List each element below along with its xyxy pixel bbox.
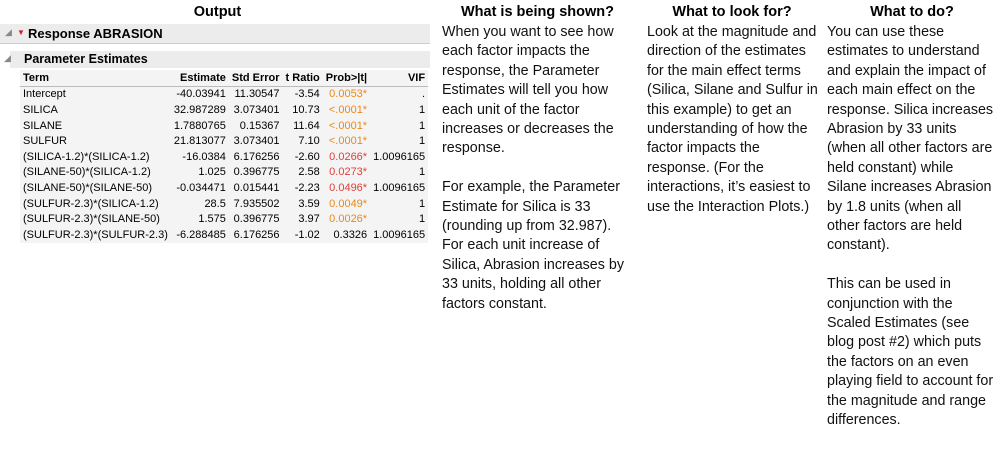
response-bar[interactable]: ◢ ▼ Response ABRASION xyxy=(0,24,430,44)
cell-t-ratio: -3.54 xyxy=(294,88,320,101)
cell-t-ratio: 11.64 xyxy=(293,119,320,132)
cell-prob: <.0001* xyxy=(328,135,368,148)
cell-t-ratio: -2.23 xyxy=(294,181,320,194)
table-row: SULFUR 21.813077 3.073401 7.10 <.0001* 1 xyxy=(20,133,428,149)
table-row: (SILANE-50)*(SILANE-50) -0.034471 0.015441… xyxy=(20,180,428,196)
cell-prob: 0.0053* xyxy=(329,88,368,101)
table-row: Intercept -40.03941 11.30547 -3.54 0.0053*. xyxy=(20,86,428,102)
paragraph: When you want to see how each factor imp… xyxy=(442,24,614,157)
cell-vif: 1.0096165 xyxy=(373,181,426,194)
cell-vif: 1 xyxy=(418,135,426,148)
cell-term: SILANE xyxy=(23,119,63,132)
cell-estimate: 1.025 xyxy=(198,166,226,179)
cell-term: (SILANE-50)*(SILICA-1.2) xyxy=(23,166,151,179)
column-header: Estimate xyxy=(170,70,229,87)
todo-text: You can use these estimates to understan… xyxy=(827,23,997,450)
cell-std-error: 7.935502 xyxy=(233,197,280,210)
response-title: Response ABRASION xyxy=(28,26,163,41)
cell-estimate: 21.813077 xyxy=(173,135,226,148)
shown-heading: What is being shown? xyxy=(460,4,615,20)
table-row: SILANE 1.7880765 0.15367 11.64 <.0001* 1 xyxy=(20,118,428,134)
paragraph: This can be used in conjunction with the… xyxy=(827,276,994,429)
table-row: (SULFUR-2.3)*(SILICA-1.2) 28.5 7.935502 3.5… xyxy=(20,196,428,212)
cell-vif: 1.0096165 xyxy=(373,228,426,241)
todo-heading: What to do? xyxy=(870,4,954,20)
cell-estimate: -16.0384 xyxy=(182,150,226,163)
cell-term: (SILANE-50)*(SILANE-50) xyxy=(23,181,152,194)
cell-estimate: -40.03941 xyxy=(176,88,226,101)
table-row: (SILICA-1.2)*(SILICA-1.2) -16.0384 6.17625… xyxy=(20,149,428,165)
cell-std-error: 3.073401 xyxy=(233,103,280,116)
cell-prob: 0.3326 xyxy=(333,228,368,241)
cell-term: (SILICA-1.2)*(SILICA-1.2) xyxy=(23,150,150,163)
jmp-report: ◢ ▼ Response ABRASION ◢ Parameter Estima… xyxy=(0,22,430,250)
cell-t-ratio: 3.59 xyxy=(298,197,320,210)
column-header: VIF xyxy=(370,70,429,87)
section-title: Parameter Estimates xyxy=(24,52,148,66)
cell-vif: 1.0096165 xyxy=(373,150,426,163)
cell-prob: 0.0273* xyxy=(329,166,368,179)
cell-prob: 0.0496* xyxy=(329,181,368,194)
cell-t-ratio: 3.97 xyxy=(298,213,320,226)
column-header: Prob>|t| xyxy=(322,70,371,87)
table-row: (SILANE-50)*(SILICA-1.2) 1.025 0.396775 2.5… xyxy=(20,165,428,181)
paragraph: You can use these estimates to understan… xyxy=(827,24,994,254)
cell-prob: 0.0049* xyxy=(329,197,368,210)
estimates-table: Term Estimate Std Error t Ratio Prob>|t| VIF I… xyxy=(20,70,429,243)
shown-text: When you want to see how each factor imp… xyxy=(442,23,632,333)
page: Output ◢ ▼ Response ABRASION ◢ Parameter… xyxy=(0,4,993,428)
cell-term: Intercept xyxy=(23,88,66,101)
cell-term: SULFUR xyxy=(23,135,68,148)
cell-t-ratio: 7.10 xyxy=(298,135,320,148)
cell-std-error: 6.176256 xyxy=(233,228,280,241)
cell-std-error: 0.396775 xyxy=(233,166,280,179)
cell-prob: 0.0026* xyxy=(329,213,368,226)
cell-term: (SULFUR-2.3)*(SILICA-1.2) xyxy=(23,197,159,210)
paragraph: Look at the magnitude and direction of t… xyxy=(647,24,818,215)
cell-term: SILICA xyxy=(23,103,58,116)
cell-term: (SULFUR-2.3)*(SULFUR-2.3) xyxy=(23,228,168,241)
cell-t-ratio: 10.73 xyxy=(292,103,320,116)
cell-std-error: 0.396775 xyxy=(233,213,280,226)
section-bar[interactable]: ◢ Parameter Estimates xyxy=(4,51,430,68)
look-text: Look at the magnitude and direction of t… xyxy=(647,23,823,236)
cell-std-error: 6.176256 xyxy=(233,150,280,163)
cell-vif: . xyxy=(422,88,426,101)
cell-vif: 1 xyxy=(418,213,426,226)
cell-std-error: 0.15367 xyxy=(239,119,280,132)
cell-estimate: 1.7880765 xyxy=(173,119,226,132)
cell-prob: 0.0266* xyxy=(329,150,368,163)
table-row: (SULFUR-2.3)*(SULFUR-2.3) -6.288485 6.1762… xyxy=(20,227,428,243)
cell-vif: 1 xyxy=(418,166,426,179)
cell-t-ratio: 2.58 xyxy=(298,166,320,179)
cell-estimate: 28.5 xyxy=(204,197,226,210)
output-heading: Output xyxy=(193,4,242,20)
cell-prob: <.0001* xyxy=(328,119,368,132)
look-heading: What to look for? xyxy=(672,4,792,20)
cell-vif: 1 xyxy=(418,103,426,116)
cell-estimate: 32.987289 xyxy=(173,103,226,116)
cell-t-ratio: -1.02 xyxy=(294,228,320,241)
cell-estimate: 1.575 xyxy=(198,213,226,226)
cell-vif: 1 xyxy=(418,119,426,132)
cell-std-error: 0.015441 xyxy=(233,181,280,194)
cell-term: (SULFUR-2.3)*(SILANE-50) xyxy=(23,213,160,226)
column-header: Std Error xyxy=(228,70,283,87)
column-header: Term xyxy=(20,70,171,87)
cell-std-error: 3.073401 xyxy=(233,135,280,148)
cell-std-error: 11.30547 xyxy=(234,88,280,101)
table-row: SILICA 32.987289 3.073401 10.73 <.0001* 1 xyxy=(20,102,428,118)
cell-t-ratio: -2.60 xyxy=(294,150,320,163)
cell-vif: 1 xyxy=(418,197,426,210)
table-row: (SULFUR-2.3)*(SILANE-50) 1.575 0.396775 3.9… xyxy=(20,211,428,227)
cell-prob: <.0001* xyxy=(328,103,368,116)
cell-estimate: -6.288485 xyxy=(176,228,226,241)
column-header: t Ratio xyxy=(282,70,323,87)
cell-estimate: -0.034471 xyxy=(176,181,226,194)
paragraph: For example, the Parameter Estimate for … xyxy=(442,179,624,312)
